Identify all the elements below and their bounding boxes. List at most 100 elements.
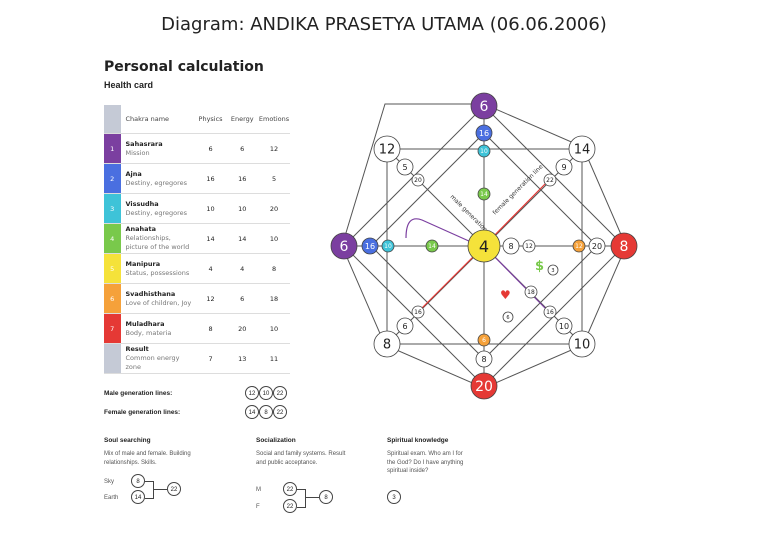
chakra-name-cell: Ajna Destiny, egregores [120,163,195,194]
soul-earth-value: 14 [131,490,145,504]
physics-value: 4 [194,253,227,284]
table-row: 3 Vissudha Destiny, egregores 10 10 20 [104,193,290,224]
energy-value: 6 [226,283,259,314]
matrix-node-value: 4 [479,237,489,256]
chakra-name-cell: Manipura Status, possessions [120,253,195,284]
spiritual-title: Spiritual knowledge [387,437,449,444]
matrix-node [470,92,498,120]
chakra-number: 6 [104,283,121,314]
matrix-node [522,239,536,253]
matrix-node-value: 14 [480,191,488,198]
energy-value: 6 [226,133,259,164]
matrix-node-value: 6 [506,315,509,321]
matrix-node-value: 5 [402,163,407,172]
matrix-node [610,232,638,260]
matrix-node-value: 16 [414,309,422,316]
emotions-value: 11 [258,343,290,374]
matrix-node [543,305,557,319]
energy-value: 14 [226,223,259,254]
matrix-node [330,232,358,260]
matrix-node [475,350,493,368]
matrix-node [470,372,498,400]
diagram-title: Diagram: ANDIKA PRASETYA UTAMA (06.06.20… [161,14,607,35]
chakra-desc: Body, materia [125,328,172,337]
soul-title: Soul searching [104,437,151,444]
matrix-node [396,317,414,335]
chakra-name-cell: Anahata Relationships, picture of the wor… [120,223,195,254]
matrix-node [411,173,425,187]
chakra-name: Manipura [125,259,161,268]
chakra-number: 2 [104,163,121,194]
chakra-name-cell: Vissudha Destiny, egregores [120,193,195,224]
chakra-name-cell: Sahasrara Mission [120,133,195,164]
matrix-node-value: 9 [561,163,566,172]
matrix-node [572,239,586,253]
matrix-node-value: 6 [480,99,489,115]
emotions-value: 20 [258,193,290,224]
matrix-node [396,158,414,176]
chakra-name: Anahata [125,225,157,234]
matrix-node [502,237,520,255]
physics-value: 16 [194,163,227,194]
physics-value: 12 [194,283,227,314]
emotions-value: 10 [258,313,290,344]
matrix-node-value: 22 [546,177,554,184]
matrix-node-value: 10 [384,243,392,250]
matrix-node-value: 10 [480,148,488,155]
emotions-value: 12 [258,133,290,164]
social-f-value: 22 [283,499,297,513]
emotions-value: 8 [258,253,290,284]
physics-value: 8 [194,313,227,344]
table-row: Result Common energy zone 7 13 11 [104,343,290,374]
soul-connector [153,489,167,490]
money-icon: $ [535,259,544,274]
matrix-node-value: 16 [546,309,554,316]
male-line-value: 22 [273,386,287,400]
chakra-name: Muladhara [125,319,165,328]
energy-value: 4 [226,253,259,284]
matrix-node [373,135,401,163]
chakra-number [104,343,121,374]
male-generation-arrow [405,218,481,247]
chakra-desc: Status, possessions [125,268,190,277]
matrix-node-value: 10 [559,322,569,331]
matrix-node-value: 8 [620,239,629,255]
chakra-name-cell: Result Common energy zone [120,343,195,374]
table-row: 2 Ajna Destiny, egregores 16 16 5 [104,163,290,194]
matrix-node-value: 12 [575,243,583,250]
social-m-value: 22 [283,482,297,496]
matrix-node [467,229,501,263]
matrix-node-value: 12 [379,143,396,158]
social-title: Socialization [256,437,296,444]
male-lines-label: Male generation lines: [104,390,173,397]
matrix-node [411,305,425,319]
chakra-name-cell: Muladhara Body, materia [120,313,195,344]
matrix-node-value: 10 [574,338,591,353]
female-line-value: 14 [245,405,259,419]
social-f-label: F [256,504,260,510]
matrix-node [477,144,491,158]
matrix-node-value: 6 [402,322,407,331]
chakra-number: 5 [104,253,121,284]
matrix-node-value: 16 [365,242,375,251]
emotions-value: 5 [258,163,290,194]
male-line-value: 10 [259,386,273,400]
matrix-node-value: 16 [479,129,489,138]
chakra-desc: Relationships, picture of the world [125,234,190,251]
chakra-number: 1 [104,133,121,164]
matrix-node-value: 8 [481,355,486,364]
table-header-emotions: Emotions [258,105,290,134]
chakra-name: Result [125,345,149,354]
spiritual-text: Spiritual exam. Who am I for the God? Do… [387,451,464,475]
matrix-node [555,158,573,176]
chakra-desc: Love of children, Joy [125,298,192,307]
table-header-physics: Physics [194,105,227,134]
chakra-name-cell: Svadhisthana Love of children, Joy [120,283,195,314]
matrix-node [381,239,395,253]
energy-value: 20 [226,313,259,344]
table-row: 6 Svadhisthana Love of children, Joy 12 6 18 [104,283,290,314]
matrix-node [502,311,514,323]
table-row: 5 Manipura Status, possessions 4 4 8 [104,253,290,284]
female-line-value: 22 [273,405,287,419]
